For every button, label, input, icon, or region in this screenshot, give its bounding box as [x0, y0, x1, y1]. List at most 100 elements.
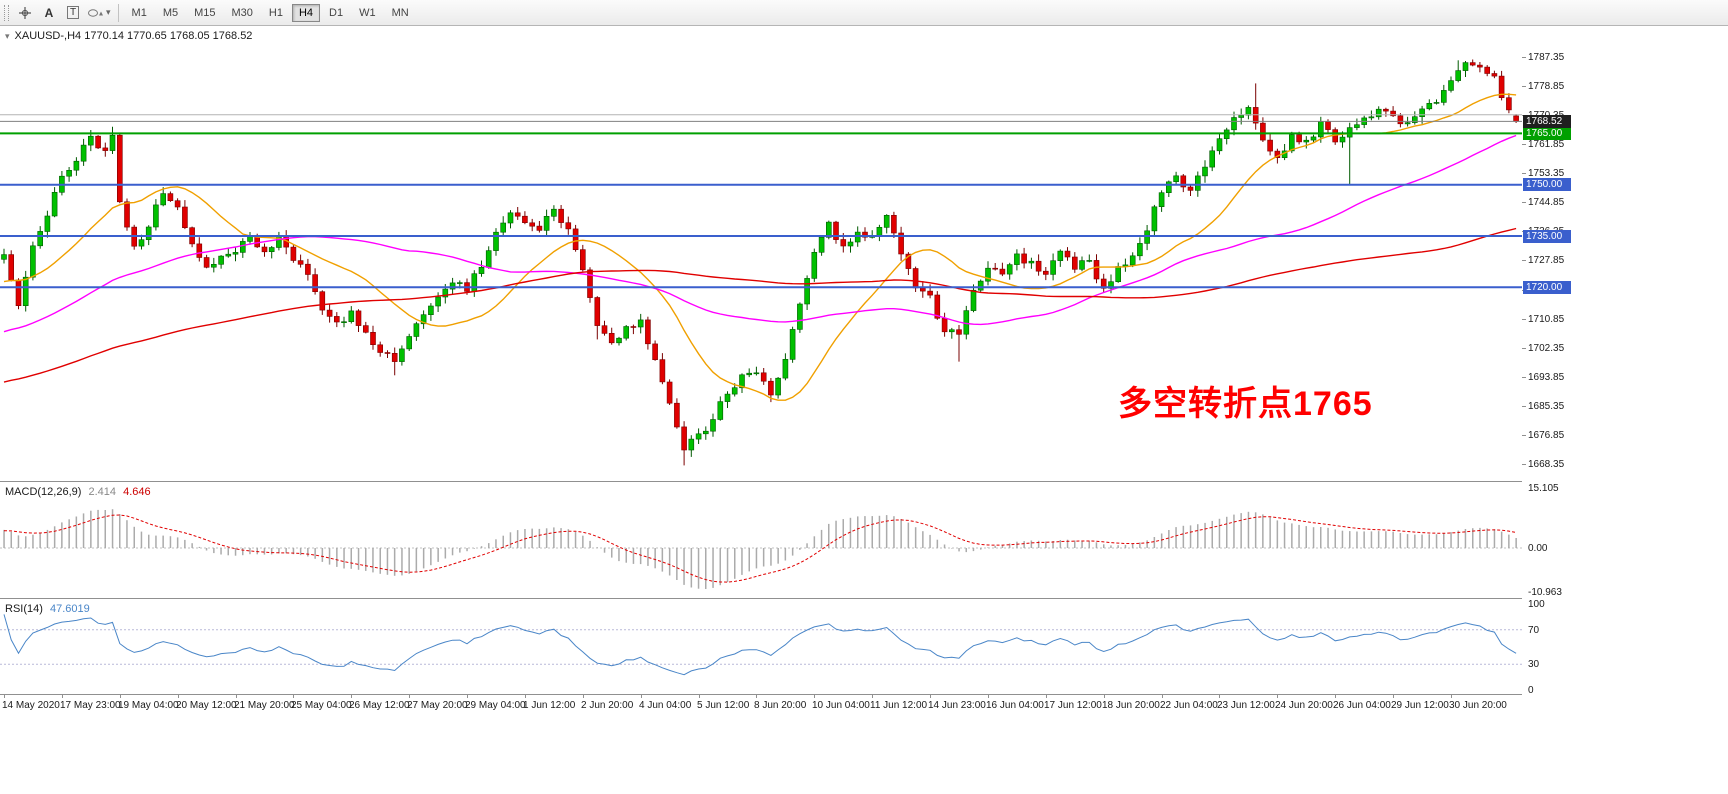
price-tick-label: 1710.85 — [1528, 314, 1565, 325]
crosshair-tool-button[interactable] — [14, 3, 36, 23]
time-tick-mark — [1046, 695, 1047, 698]
price-tick-mark — [1522, 435, 1526, 436]
crosshair-icon — [19, 6, 31, 19]
main-price-chart[interactable] — [0, 26, 1522, 481]
price-tick-label: 1668.35 — [1528, 459, 1565, 470]
time-axis[interactable]: 14 May 2020 17 May 23:00 19 May 04:00 20 Ma… — [0, 694, 1522, 720]
time-tick-mark — [872, 695, 873, 698]
price-tick-label: 1693.85 — [1528, 372, 1565, 383]
price-tick-label: 1727.85 — [1528, 255, 1565, 266]
panel-divider-rsi[interactable] — [0, 598, 1572, 599]
time-tick-mark — [4, 695, 5, 698]
timeframe-button-h4[interactable]: H4 — [291, 3, 321, 22]
time-axis-label: 18 Jun 20:00 — [1102, 700, 1160, 711]
time-tick-mark — [1393, 695, 1394, 698]
time-axis-label: 19 May 04:00 — [118, 700, 179, 711]
macd-signal-line — [3, 514, 1517, 583]
time-tick-mark — [1277, 695, 1278, 698]
timeframe-button-h1[interactable]: H1 — [268, 6, 283, 19]
timeframe-button-m5[interactable]: M5 — [162, 6, 179, 19]
text-box-tool-icon: T — [66, 6, 80, 19]
time-axis-label: 29 Jun 12:00 — [1391, 700, 1449, 711]
time-tick-mark — [236, 695, 237, 698]
timeframe-button-m1[interactable]: M1 — [131, 6, 147, 19]
caret-down-icon: ▾ — [106, 7, 111, 17]
timeframe-group: M1 M5 M15 M30 H1 H4 D1 W1 MN — [124, 3, 417, 22]
time-tick-mark — [1335, 695, 1336, 698]
time-tick-mark — [988, 695, 989, 698]
bid-price-badge: 1768.52 — [1523, 115, 1571, 128]
price-tick-label: 1744.85 — [1528, 197, 1565, 208]
moving-average-120 — [3, 227, 1517, 383]
time-axis-label: 11 Jun 12:00 — [870, 700, 928, 711]
time-axis-label: 1 Jun 12:00 — [523, 700, 576, 711]
chart-header-text: XAUUSD-,H4 1770.14 1770.65 1768.05 1768.… — [14, 30, 253, 42]
rsi-label: RSI(14) — [5, 603, 43, 615]
price-line-badge: 1765.00 — [1523, 127, 1571, 140]
rsi-value: 47.6019 — [49, 603, 90, 615]
time-tick-mark — [1104, 695, 1105, 698]
macd-histogram — [3, 509, 1517, 589]
macd-axis-label: 15.105 — [1528, 483, 1559, 494]
time-tick-mark — [1219, 695, 1220, 698]
price-axis[interactable]: 1787.351778.851770.351761.851753.351744.… — [1522, 26, 1728, 744]
timeframe-button-w1[interactable]: W1 — [359, 6, 376, 19]
price-tick-label: 1676.85 — [1528, 430, 1565, 441]
time-axis-label: 2 Jun 20:00 — [581, 700, 634, 711]
toolbar-grip[interactable] — [4, 4, 9, 21]
time-axis-label: 14 May 2020 — [2, 700, 60, 711]
toolbar-separator — [117, 3, 119, 22]
time-tick-mark — [467, 695, 468, 698]
timeframe-button-m30[interactable]: M30 — [231, 6, 253, 19]
chart-ohlc-header: ▾ XAUUSD-,H4 1770.14 1770.65 1768.05 176… — [5, 30, 252, 42]
time-axis-label: 24 Jun 20:00 — [1275, 700, 1333, 711]
macd-indicator-chart[interactable] — [0, 481, 1522, 598]
time-axis-label: 21 May 20:00 — [234, 700, 295, 711]
time-axis-label: 29 May 04:00 — [465, 700, 526, 711]
price-tick-label: 1778.85 — [1528, 81, 1565, 92]
macd-label: MACD(12,26,9) — [5, 486, 82, 498]
time-tick-mark — [699, 695, 700, 698]
price-tick-label: 1761.85 — [1528, 139, 1565, 150]
shapes-tool-button[interactable]: ▾ — [86, 3, 112, 23]
timeframe-button-mn[interactable]: MN — [391, 6, 409, 19]
rsi-axis-label: 70 — [1528, 625, 1540, 636]
time-axis-label: 17 Jun 12:00 — [1044, 700, 1102, 711]
rsi-line — [3, 614, 1517, 676]
timeframe-button-d1[interactable]: D1 — [329, 6, 344, 19]
rsi-indicator-chart[interactable] — [0, 598, 1522, 694]
chart-area[interactable]: ▾ XAUUSD-,H4 1770.14 1770.65 1768.05 176… — [0, 26, 1728, 794]
price-tick-mark — [1522, 86, 1526, 87]
time-axis-label: 17 May 23:00 — [60, 700, 121, 711]
time-tick-mark — [583, 695, 584, 698]
time-tick-mark — [930, 695, 931, 698]
time-axis-label: 20 May 12:00 — [176, 700, 237, 711]
macd-header: MACD(12,26,9) 2.414 4.646 — [5, 486, 155, 498]
macd-axis-label: -10.963 — [1528, 587, 1562, 598]
text-label-tool-button[interactable]: A — [38, 3, 60, 23]
price-line-badge: 1750.00 — [1523, 178, 1571, 191]
text-box-tool-button[interactable]: T — [62, 3, 84, 23]
price-tick-mark — [1522, 406, 1526, 407]
time-axis-label: 16 Jun 04:00 — [986, 700, 1044, 711]
time-axis-label: 8 Jun 20:00 — [754, 700, 807, 711]
toolbar: A T ▾ M1 M5 M15 M30 H1 H4 D1 W1 MN — [0, 0, 1728, 26]
time-axis-label: 10 Jun 04:00 — [812, 700, 870, 711]
time-axis-label: 26 Jun 04:00 — [1333, 700, 1391, 711]
macd-main-value: 2.414 — [88, 486, 117, 498]
chart-annotation: 多空转折点1765 — [1118, 385, 1373, 423]
panel-divider-macd[interactable] — [0, 481, 1572, 482]
time-axis-label: 14 Jun 23:00 — [928, 700, 986, 711]
timeframe-button-m15[interactable]: M15 — [194, 6, 216, 19]
collapse-icon[interactable]: ▾ — [5, 30, 10, 41]
rsi-header: RSI(14) 47.6019 — [5, 603, 94, 615]
time-axis-label: 26 May 12:00 — [349, 700, 410, 711]
time-tick-mark — [409, 695, 410, 698]
time-tick-mark — [178, 695, 179, 698]
time-tick-mark — [641, 695, 642, 698]
shapes-icon — [88, 8, 103, 17]
rsi-axis-label: 100 — [1528, 599, 1545, 610]
price-tick-mark — [1522, 348, 1526, 349]
time-axis-divider — [0, 694, 1572, 695]
